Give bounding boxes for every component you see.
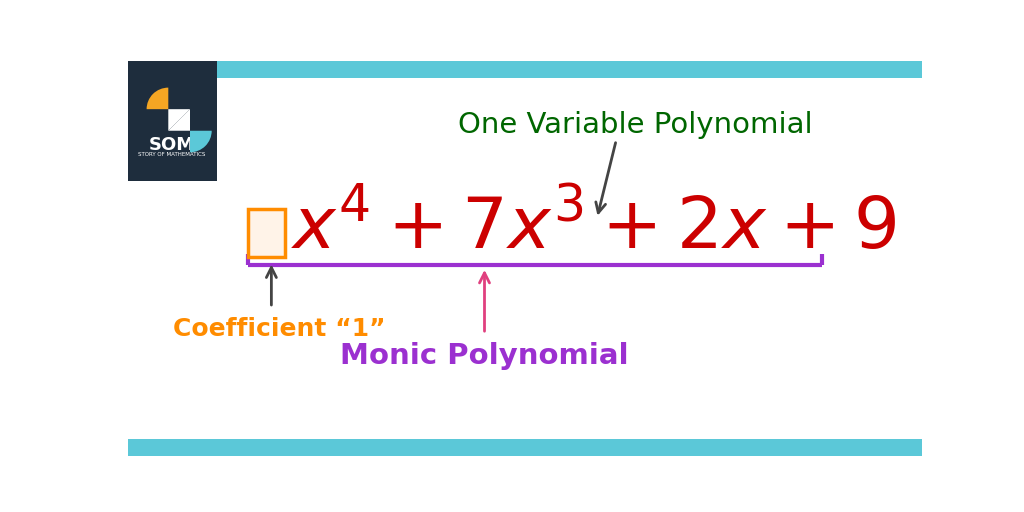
Text: Coefficient “1”: Coefficient “1”: [173, 316, 385, 340]
Bar: [128, 61, 922, 78]
Text: One Variable Polynomial: One Variable Polynomial: [459, 111, 813, 139]
Text: STORY OF MATHEMATICS: STORY OF MATHEMATICS: [138, 152, 206, 157]
Bar: [128, 439, 922, 456]
Polygon shape: [168, 109, 190, 131]
FancyBboxPatch shape: [248, 209, 286, 257]
Polygon shape: [168, 109, 190, 131]
Text: Monic Polynomial: Monic Polynomial: [340, 342, 629, 370]
Text: SOM: SOM: [150, 136, 196, 155]
Bar: [128, 61, 217, 181]
Wedge shape: [146, 88, 168, 109]
Text: $x^{4} + 7x^{3} + 2x + 9$: $x^{4} + 7x^{3} + 2x + 9$: [291, 193, 896, 265]
Wedge shape: [190, 131, 212, 152]
